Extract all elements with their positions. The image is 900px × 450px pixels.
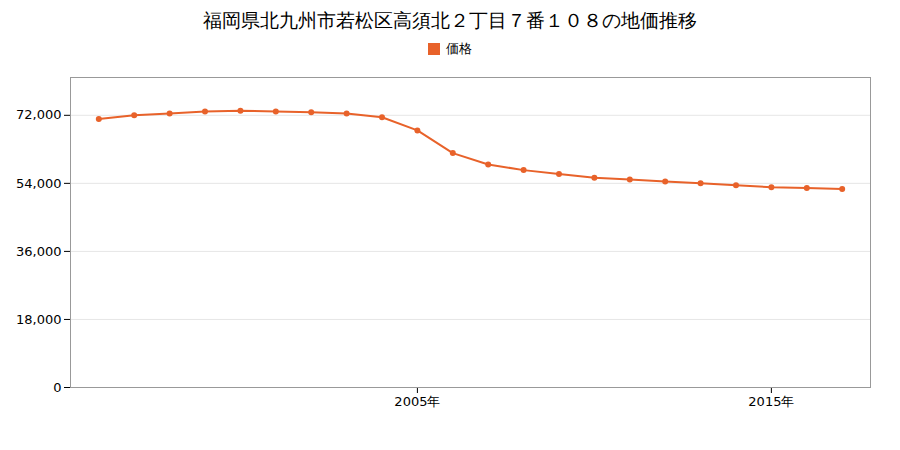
svg-text:2005年: 2005年 xyxy=(394,394,440,409)
html-text:福岡県北九州市若松区高須北２丁目７番１０８の地価推移: 福岡県北九州市若松区高須北２丁目７番１０８の地価推移 xyxy=(203,9,697,31)
svg-text:2015年: 2015年 xyxy=(748,394,794,409)
svg-text:18,000: 18,000 xyxy=(16,312,62,327)
svg-text:72,000: 72,000 xyxy=(16,107,62,122)
svg-text:36,000: 36,000 xyxy=(16,244,62,259)
svg-text:0: 0 xyxy=(53,380,61,395)
html-text:価格: 価格 xyxy=(446,41,472,56)
svg-text:54,000: 54,000 xyxy=(16,176,62,191)
